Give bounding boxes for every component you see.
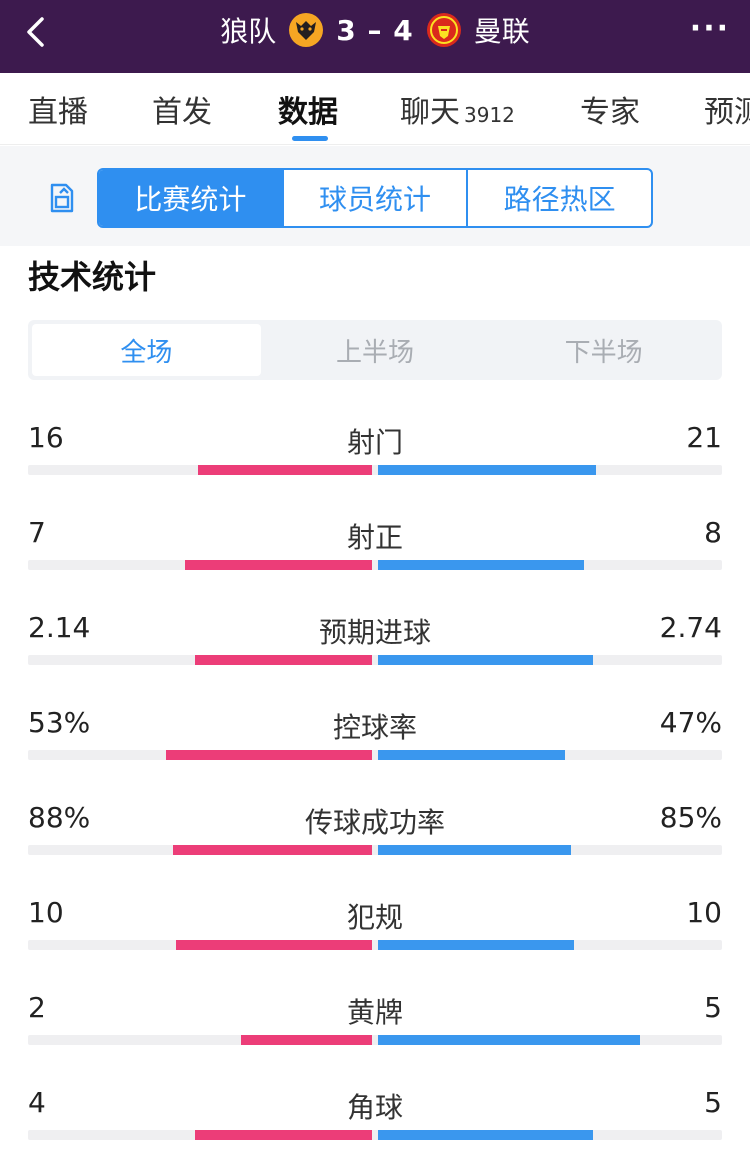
away-value: 2.74 [659,611,722,644]
home-bar [173,845,372,855]
stat-row: 7 射正 8 [0,516,750,596]
match-header: 狼队 3 – 4 曼联 ··· [0,0,750,73]
stat-row: 53% 控球率 47% [0,706,750,786]
match-tabs: 直播 首发 数据 聊天 3912 专家 预测 [0,73,750,145]
away-bar [378,845,571,855]
away-value: 10 [686,896,722,929]
home-bar [195,1130,372,1140]
home-value: 2.14 [28,611,91,644]
away-bar [378,560,584,570]
segment-heatmap[interactable]: 路径热区 [503,183,616,216]
away-value: 47% [659,706,722,739]
away-team-name: 曼联 [473,15,530,48]
chat-count: 3912 [464,103,515,127]
tab-live[interactable]: 直播 [28,87,88,131]
away-bar [378,1130,593,1140]
period-first-half[interactable]: 上半场 [336,337,415,368]
home-bar [176,940,372,950]
stat-track [28,560,722,570]
match-score: 3 – 4 [336,13,414,47]
tab-label: 首发 [152,95,212,130]
home-value: 2 [28,991,46,1024]
period-full[interactable]: 全场 [32,324,261,376]
home-bar [185,560,372,570]
tab-label: 数据 [278,95,338,130]
stat-row: 2 黄牌 5 [0,991,750,1071]
stat-track [28,845,722,855]
tab-label: 预测 [704,95,750,130]
stat-row: 16 射门 21 [0,421,750,501]
home-value: 88% [28,801,91,834]
stat-label: 射门 [346,426,403,459]
wolves-crest-icon [288,12,324,48]
stats-type-segmented: 比赛统计 球员统计 路径热区 [97,168,653,228]
stat-row: 10 犯规 10 [0,896,750,976]
stat-track [28,465,722,475]
match-info: 狼队 3 – 4 曼联 [0,0,750,60]
back-button[interactable] [18,14,54,50]
tab-label: 聊天 [400,95,460,130]
segment-match-stats[interactable]: 比赛统计 [99,170,284,226]
stat-track [28,1130,722,1140]
share-icon[interactable] [46,181,78,215]
stat-track [28,750,722,760]
stat-label: 控球率 [332,711,417,744]
away-bar [378,1035,640,1045]
home-value: 10 [28,896,64,929]
stat-label: 黄牌 [346,996,403,1029]
stat-label: 角球 [346,1091,403,1124]
section-title: 技术统计 [28,258,157,296]
stat-row: 88% 传球成功率 85% [0,801,750,881]
tab-lineup[interactable]: 首发 [152,87,212,131]
stat-label: 犯规 [346,901,403,934]
away-value: 8 [704,516,722,549]
stat-track [28,655,722,665]
home-team-name: 狼队 [220,15,277,48]
home-bar [195,655,372,665]
man-united-crest-icon [426,12,462,48]
tab-experts[interactable]: 专家 [580,87,640,131]
stat-row: 2.14 预期进球 2.74 [0,611,750,691]
home-value: 53% [28,706,91,739]
tab-chat[interactable]: 聊天 3912 [400,87,515,131]
away-bar [378,940,574,950]
home-bar [241,1035,372,1045]
active-tab-indicator [292,136,328,141]
chevron-left-icon [27,17,44,47]
home-bar [166,750,372,760]
more-menu-icon[interactable]: ··· [689,11,730,46]
home-value: 16 [28,421,64,454]
stat-label: 预期进球 [318,616,431,649]
away-bar [378,655,593,665]
away-value: 21 [686,421,722,454]
tab-label: 专家 [580,95,640,130]
away-bar [378,750,565,760]
away-value: 5 [704,1086,722,1119]
period-second-half[interactable]: 下半场 [564,337,643,368]
away-bar [378,465,596,475]
stat-label: 射正 [346,521,403,554]
stat-row: 4 角球 5 [0,1086,750,1166]
home-bar [198,465,372,475]
stat-track [28,1035,722,1045]
stat-track [28,940,722,950]
tab-label: 直播 [28,95,88,130]
away-value: 5 [704,991,722,1024]
tab-stats[interactable]: 数据 [278,87,338,131]
tab-predict[interactable]: 预测 [704,87,750,131]
away-value: 85% [659,801,722,834]
home-value: 4 [28,1086,46,1119]
period-selector: 全场 上半场 下半场 [28,320,722,380]
segment-player-stats[interactable]: 球员统计 [284,170,469,226]
stat-label: 传球成功率 [304,806,445,839]
home-value: 7 [28,516,46,549]
